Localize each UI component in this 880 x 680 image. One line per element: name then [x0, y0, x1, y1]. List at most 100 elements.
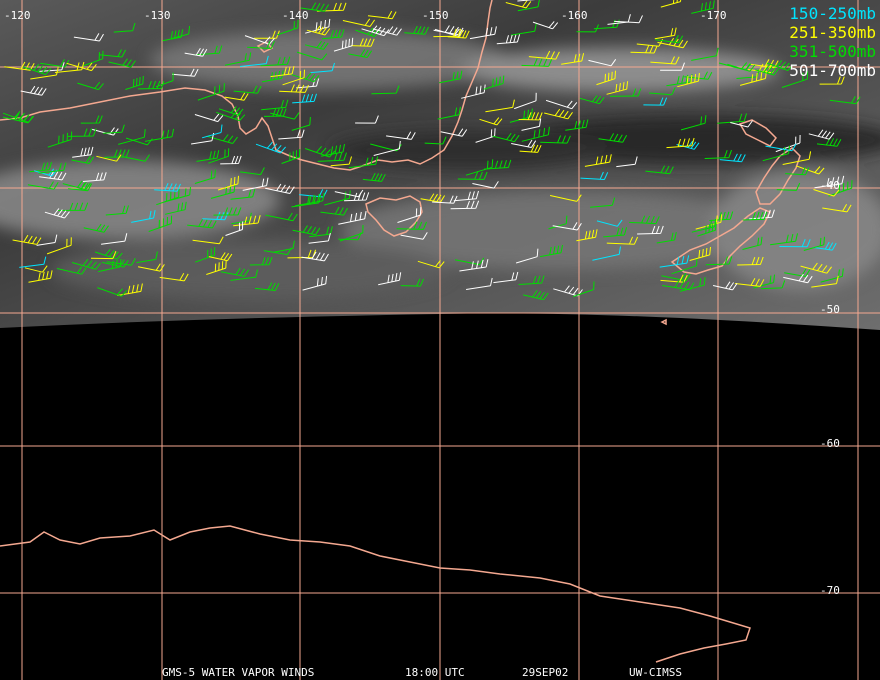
- wind-barb: [367, 10, 397, 20]
- wind-barb: [709, 211, 734, 221]
- wind-barb: [105, 205, 129, 216]
- wind-barb: [785, 167, 810, 176]
- wind-barb: [233, 215, 261, 227]
- wind-barb: [580, 171, 609, 180]
- legend-entry-501-700mb: 501-700mb: [789, 61, 876, 80]
- wind-barb: [719, 153, 746, 163]
- wind-barb: [712, 281, 738, 291]
- caption-date: 29SEP02: [522, 666, 569, 679]
- wind-barb: [561, 53, 585, 65]
- wind-barb: [565, 119, 589, 131]
- wind-barb: [691, 47, 719, 61]
- wind-barb: [80, 115, 103, 124]
- wind-barb: [216, 111, 246, 122]
- wind-barb: [607, 14, 631, 25]
- wind-barb: [770, 233, 798, 246]
- wind-barb: [521, 126, 550, 142]
- wind-barb: [38, 162, 67, 174]
- wind-barb: [440, 128, 468, 137]
- wind-barb: [518, 275, 545, 285]
- wind-barb: [67, 128, 97, 137]
- wind-barb: [30, 67, 59, 80]
- wind-barb: [103, 124, 125, 134]
- latitude-label: -40: [820, 179, 840, 192]
- wind-barb: [689, 246, 711, 261]
- wind-barb: [296, 51, 328, 61]
- wind-barb: [316, 2, 347, 12]
- antarctica-coast: [0, 525, 751, 663]
- wind-barb: [781, 71, 809, 88]
- wind-barb: [263, 247, 292, 256]
- wind-barb: [302, 275, 328, 291]
- wind-barb: [225, 52, 252, 66]
- wind-barb: [521, 58, 553, 67]
- wind-barb: [113, 22, 136, 33]
- wind-barb: [308, 232, 331, 244]
- legend-entry-150-250mb: 150-250mb: [789, 4, 876, 23]
- wind-barb: [704, 149, 732, 159]
- wind-barb: [677, 73, 700, 88]
- wind-barb: [99, 49, 127, 58]
- wind-barb: [320, 206, 348, 216]
- longitude-label: -170: [700, 9, 727, 22]
- wind-barb: [766, 60, 794, 71]
- wind-barb: [676, 140, 700, 150]
- wind-barb: [576, 229, 598, 242]
- wind-barb: [378, 272, 402, 286]
- wind-barb: [437, 106, 461, 120]
- wind-barb: [36, 234, 58, 246]
- wind-barb: [606, 81, 629, 95]
- wind-barb: [72, 146, 94, 158]
- wind-barb: [242, 177, 269, 191]
- wind-barb: [660, 274, 688, 283]
- wind-barb: [244, 35, 275, 45]
- wind-barb: [496, 34, 521, 45]
- new-zealand-north: [738, 119, 801, 205]
- kangaroo-island: [256, 41, 274, 53]
- tasmania-coast: [365, 195, 423, 237]
- wind-barb: [125, 137, 153, 146]
- wind-barb: [239, 55, 269, 67]
- wind-barb: [304, 40, 329, 50]
- wind-barb: [800, 262, 833, 274]
- wind-barb: [420, 193, 446, 203]
- wind-barb: [404, 25, 429, 35]
- wind-barb: [106, 257, 136, 266]
- wind-barb: [396, 221, 427, 230]
- wind-barb: [816, 137, 842, 147]
- wind-barb: [386, 131, 416, 140]
- wind-barb: [54, 61, 85, 73]
- wind-barb: [101, 233, 128, 245]
- wind-barb: [348, 49, 373, 58]
- wind-barb: [330, 156, 352, 167]
- wind-barb: [755, 65, 780, 76]
- wind-barb: [71, 155, 95, 164]
- wind-barb: [19, 256, 47, 268]
- wind-barb: [629, 215, 660, 225]
- wind-barb: [643, 97, 668, 106]
- wind-barb: [523, 290, 549, 301]
- latitude-label: -60: [820, 437, 840, 450]
- wind-barb: [588, 59, 617, 67]
- wind-barb: [813, 189, 840, 197]
- wind-barb: [24, 265, 48, 273]
- new-zealand-south: [670, 207, 772, 275]
- wind-barb: [517, 0, 540, 12]
- wind-barb: [292, 225, 321, 236]
- legend-entry-251-350mb: 251-350mb: [789, 23, 876, 42]
- wind-barb: [295, 192, 325, 207]
- wind-barb: [240, 167, 265, 176]
- wind-barb: [218, 106, 244, 116]
- wind-barb: [579, 95, 605, 105]
- legend-entry-351-500mb: 351-500mb: [789, 42, 876, 61]
- wind-barb: [730, 120, 754, 128]
- wind-barb: [734, 278, 765, 287]
- wind-barb: [117, 283, 143, 296]
- wind-barb: [339, 224, 364, 242]
- caption-time: 18:00 UTC: [405, 666, 465, 679]
- wind-barb: [727, 62, 756, 72]
- latitude-label: -70: [820, 584, 840, 597]
- wind-barb: [610, 88, 642, 97]
- wind-barb: [518, 112, 543, 121]
